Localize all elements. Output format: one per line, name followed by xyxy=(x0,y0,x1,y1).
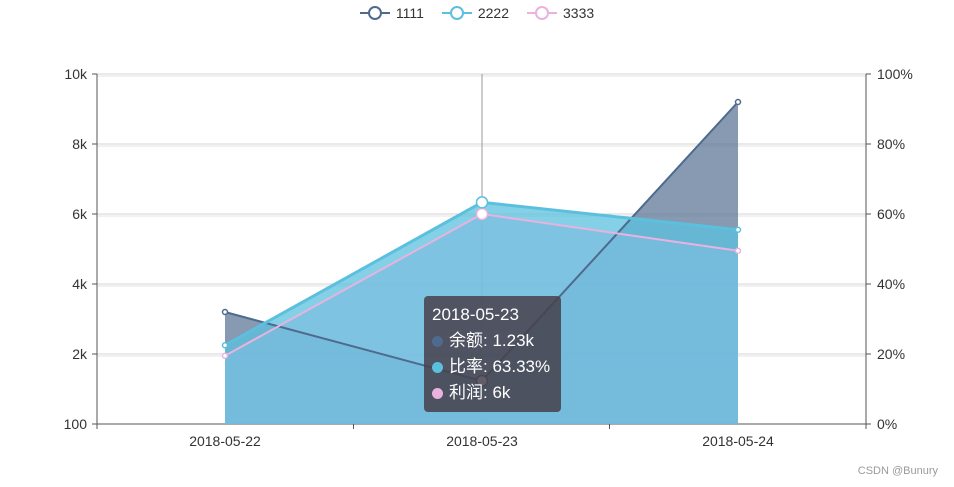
y-left-tick-label: 100 xyxy=(64,416,88,432)
legend-label: 3333 xyxy=(563,5,595,21)
point-2222 xyxy=(475,196,489,209)
tooltip-row: 比率: 63.33% xyxy=(432,354,553,380)
chart-legend: 1111 2222 3333 xyxy=(0,4,954,22)
series-dot-icon xyxy=(432,361,443,373)
legend-item-3333[interactable]: 3333 xyxy=(527,4,594,22)
x-tick-label: 2018-05-24 xyxy=(702,433,774,449)
legend-marker-icon xyxy=(527,6,558,20)
y-left-tick-label: 6k xyxy=(72,206,88,222)
series-dot-icon xyxy=(432,387,443,399)
y-right-tick-label: 0% xyxy=(877,416,897,432)
tooltip-title: 2018-05-23 xyxy=(432,305,519,324)
tooltip-row-text: 比率: 63.33% xyxy=(449,357,551,376)
legend-label: 2222 xyxy=(477,5,510,21)
point-3333 xyxy=(734,247,742,254)
point-3333 xyxy=(221,352,229,359)
tooltip-row: 余额: 1.23k xyxy=(432,328,553,354)
tooltip-row-text: 余额: 1.23k xyxy=(449,331,535,350)
y-right-tick-label: 40% xyxy=(877,276,905,292)
tooltip-row-text: 利润: 6k xyxy=(449,383,511,402)
point-1111 xyxy=(221,308,229,316)
series-dot-icon xyxy=(432,335,443,347)
point-2222 xyxy=(734,226,742,233)
point-3333 xyxy=(475,207,489,221)
legend-marker-icon xyxy=(441,6,472,20)
point-1111 xyxy=(734,98,742,106)
legend-item-2222[interactable]: 2222 xyxy=(441,4,510,22)
y-left-tick-label: 10k xyxy=(64,66,88,82)
point-2222 xyxy=(221,342,229,349)
y-right-tick-label: 80% xyxy=(877,136,905,152)
legend-marker-icon xyxy=(359,6,390,20)
y-right-tick-label: 60% xyxy=(877,206,905,222)
watermark: CSDN @Bunury xyxy=(857,465,938,477)
chart-tooltip: 2018-05-23 余额: 1.23k 比率: 63.33% 利润: 6k xyxy=(424,296,561,412)
y-left-tick-label: 4k xyxy=(72,276,88,292)
tooltip-row: 利润: 6k xyxy=(432,380,553,406)
legend-label: 1111 xyxy=(395,5,424,21)
y-right-tick-label: 20% xyxy=(877,346,905,362)
y-left-tick-label: 2k xyxy=(72,346,88,362)
legend-item-1111[interactable]: 1111 xyxy=(359,4,424,22)
y-left-tick-label: 8k xyxy=(72,136,88,152)
x-tick-label: 2018-05-23 xyxy=(446,433,518,449)
x-tick-label: 2018-05-22 xyxy=(189,433,261,449)
y-right-tick-label: 100% xyxy=(877,66,913,82)
